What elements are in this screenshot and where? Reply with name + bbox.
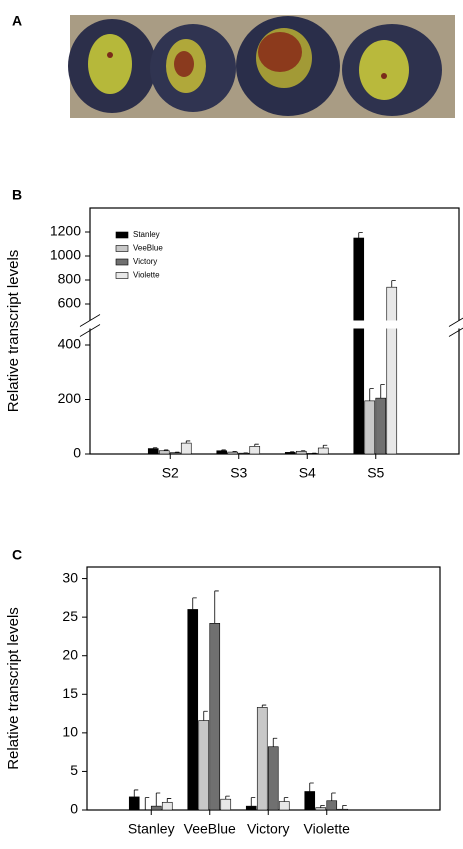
bar — [170, 453, 180, 454]
y-tick-label: 20 — [62, 646, 78, 662]
panel-label: A — [12, 13, 22, 29]
y-tick-label: 200 — [58, 390, 82, 406]
legend-label: Victory — [133, 257, 157, 266]
error-bar — [186, 441, 190, 443]
error-bar — [310, 783, 314, 791]
legend-label: Violette — [133, 271, 160, 280]
y-tick-label: 25 — [62, 608, 78, 624]
bar — [129, 797, 139, 810]
bar — [354, 238, 364, 454]
panel-label: C — [12, 547, 22, 563]
plum-flesh — [359, 40, 409, 100]
error-bar — [226, 796, 230, 799]
bar — [365, 401, 375, 454]
legend-swatch — [116, 246, 128, 252]
y-axis-title: Relative transcript levels — [5, 250, 22, 413]
bar — [228, 452, 238, 454]
y-tick-label: 800 — [58, 271, 82, 287]
bar — [376, 398, 386, 454]
plum-pit — [174, 51, 194, 77]
x-tick-label: S5 — [367, 465, 384, 481]
y-tick-label: 0 — [73, 445, 81, 461]
error-bar — [134, 790, 138, 797]
error-bar — [370, 389, 374, 401]
bar — [148, 449, 158, 454]
plum-pit — [258, 32, 302, 72]
x-tick-label: S2 — [162, 465, 179, 481]
x-tick-label: Violette — [304, 821, 351, 837]
bar — [296, 451, 306, 454]
legend-swatch — [116, 259, 128, 265]
bar — [285, 452, 295, 454]
y-tick-label: 400 — [58, 336, 82, 352]
bar — [151, 806, 161, 810]
y-axis-title: Relative transcript levels — [5, 607, 22, 770]
plum-pit — [381, 73, 387, 79]
bar — [268, 747, 278, 810]
y-tick-label: 5 — [70, 762, 78, 778]
error-bar — [359, 233, 363, 238]
error-bar — [167, 798, 171, 802]
error-bar — [215, 591, 219, 623]
plum-pit — [107, 52, 113, 58]
plum-flesh — [88, 34, 132, 94]
error-bar — [323, 445, 327, 448]
panel-label: B — [12, 187, 22, 203]
bar — [199, 721, 209, 810]
x-tick-label: S3 — [230, 465, 247, 481]
legend-swatch — [116, 232, 128, 238]
bar — [162, 802, 172, 810]
bar — [188, 609, 198, 810]
error-bar — [273, 738, 277, 746]
x-tick-label: S4 — [299, 465, 316, 481]
error-bar — [343, 805, 347, 809]
legend-swatch — [116, 273, 128, 279]
axis-break-gap — [89, 321, 460, 329]
y-tick-label: 1000 — [50, 247, 81, 263]
error-bar — [381, 385, 385, 399]
x-tick-label: Stanley — [128, 821, 175, 837]
bar — [327, 801, 337, 810]
error-bar — [262, 705, 266, 707]
y-tick-label: 15 — [62, 685, 78, 701]
error-bar — [251, 798, 255, 806]
y-tick-label: 0 — [70, 801, 78, 817]
bar — [210, 623, 220, 810]
bar — [305, 791, 315, 810]
bar — [318, 448, 328, 454]
y-tick-label: 1200 — [50, 223, 81, 239]
legend-label: VeeBlue — [133, 244, 163, 253]
x-tick-label: VeeBlue — [184, 821, 236, 837]
bar — [257, 707, 267, 810]
x-tick-label: Victory — [247, 821, 290, 837]
bar — [159, 451, 169, 454]
bar — [221, 799, 231, 810]
error-bar — [332, 793, 336, 801]
error-bar — [255, 444, 259, 446]
error-bar — [284, 798, 288, 802]
bar — [250, 446, 260, 454]
bar — [279, 802, 289, 810]
error-bar — [204, 711, 208, 720]
y-tick-label: 30 — [62, 569, 78, 585]
error-bar — [193, 598, 197, 610]
legend-label: Stanley — [133, 230, 160, 239]
error-bar — [392, 281, 396, 288]
photo — [68, 15, 455, 118]
error-bar — [156, 793, 160, 806]
y-tick-label: 10 — [62, 724, 78, 740]
error-bar — [145, 798, 149, 810]
bar — [316, 808, 326, 810]
bar — [217, 451, 227, 454]
bar — [181, 443, 191, 454]
bar — [387, 287, 397, 454]
error-bar — [321, 805, 325, 807]
bar — [246, 806, 256, 810]
y-tick-label: 600 — [58, 295, 82, 311]
bar — [338, 809, 348, 810]
